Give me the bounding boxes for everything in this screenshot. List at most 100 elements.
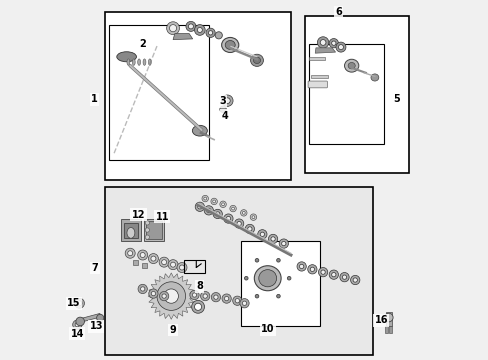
Circle shape (205, 28, 215, 37)
Ellipse shape (117, 52, 136, 62)
Circle shape (177, 262, 186, 273)
Circle shape (162, 287, 180, 305)
Circle shape (195, 202, 204, 211)
Circle shape (226, 216, 230, 221)
Ellipse shape (370, 74, 378, 81)
Circle shape (235, 298, 239, 303)
Circle shape (159, 292, 168, 301)
Circle shape (331, 41, 335, 45)
Circle shape (188, 24, 193, 29)
Circle shape (148, 253, 158, 264)
Circle shape (331, 273, 335, 277)
Bar (384, 326, 387, 333)
Circle shape (197, 204, 202, 209)
Circle shape (352, 278, 357, 282)
Circle shape (76, 317, 84, 326)
Circle shape (194, 24, 205, 35)
Text: 5: 5 (392, 94, 399, 104)
Circle shape (279, 239, 288, 248)
Circle shape (287, 276, 290, 280)
Circle shape (224, 214, 233, 223)
Circle shape (203, 294, 207, 298)
Ellipse shape (258, 270, 276, 287)
Text: 4: 4 (221, 111, 228, 121)
Circle shape (224, 296, 228, 301)
Circle shape (281, 242, 285, 246)
Circle shape (242, 211, 244, 214)
Circle shape (220, 106, 226, 112)
Circle shape (231, 207, 234, 210)
Bar (308, 58, 324, 60)
Circle shape (189, 291, 199, 300)
Circle shape (200, 292, 209, 301)
Bar (105, 187, 372, 355)
Bar (121, 219, 141, 241)
Bar (132, 260, 138, 265)
Ellipse shape (254, 266, 281, 291)
Circle shape (211, 293, 220, 302)
Circle shape (215, 32, 222, 39)
Bar (310, 75, 328, 78)
Circle shape (242, 301, 246, 305)
Circle shape (74, 298, 84, 308)
Circle shape (208, 31, 212, 35)
Circle shape (151, 256, 156, 261)
Circle shape (191, 300, 204, 313)
Bar (144, 219, 164, 241)
Bar (305, 16, 408, 173)
Text: 8: 8 (196, 282, 203, 292)
Circle shape (257, 230, 266, 239)
Bar (241, 241, 319, 327)
Circle shape (166, 22, 179, 35)
Circle shape (335, 42, 345, 52)
Circle shape (73, 320, 82, 329)
Bar (308, 44, 383, 144)
Ellipse shape (148, 59, 151, 65)
Bar (183, 260, 205, 273)
Text: 7: 7 (92, 263, 99, 273)
Circle shape (309, 267, 314, 271)
Circle shape (317, 37, 328, 48)
Circle shape (244, 224, 254, 234)
Text: 14: 14 (70, 329, 84, 339)
Bar (108, 24, 208, 160)
Circle shape (221, 95, 233, 107)
Circle shape (203, 206, 213, 215)
Circle shape (138, 250, 147, 260)
Circle shape (250, 214, 256, 220)
Text: 10: 10 (261, 324, 274, 334)
Circle shape (127, 251, 132, 256)
Circle shape (307, 265, 316, 274)
Circle shape (213, 209, 222, 219)
Circle shape (215, 212, 220, 216)
Circle shape (328, 39, 338, 48)
Bar (105, 12, 290, 180)
Circle shape (260, 232, 264, 237)
Circle shape (77, 301, 82, 306)
Ellipse shape (347, 63, 354, 69)
Circle shape (194, 303, 201, 310)
FancyBboxPatch shape (307, 81, 326, 88)
Circle shape (206, 208, 210, 212)
Circle shape (162, 260, 166, 265)
Text: 9: 9 (169, 325, 176, 335)
Ellipse shape (138, 59, 140, 65)
Polygon shape (148, 273, 194, 319)
Circle shape (299, 264, 303, 269)
Circle shape (213, 295, 218, 299)
Circle shape (145, 235, 149, 239)
Circle shape (338, 45, 343, 50)
Circle shape (320, 40, 325, 45)
Text: 3: 3 (219, 96, 225, 107)
Circle shape (151, 292, 155, 296)
Polygon shape (173, 33, 192, 40)
Ellipse shape (253, 57, 260, 64)
Circle shape (268, 234, 277, 244)
Bar (142, 263, 147, 267)
Text: 6: 6 (334, 7, 341, 17)
Circle shape (157, 282, 185, 310)
Circle shape (224, 98, 230, 104)
Circle shape (328, 270, 338, 279)
Circle shape (320, 270, 325, 274)
Text: 2: 2 (139, 39, 146, 49)
